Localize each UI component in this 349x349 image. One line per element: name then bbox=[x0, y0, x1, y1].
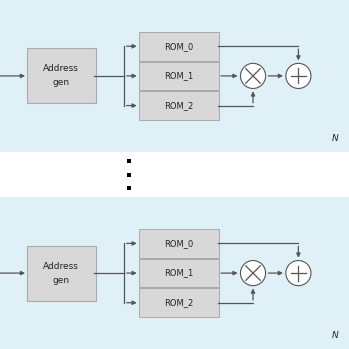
FancyBboxPatch shape bbox=[139, 229, 219, 258]
FancyBboxPatch shape bbox=[27, 246, 96, 300]
Bar bbox=[0, 0, 349, 152]
Text: ROM_0: ROM_0 bbox=[164, 42, 193, 51]
Text: ROM_1: ROM_1 bbox=[164, 269, 193, 277]
Text: gen: gen bbox=[52, 276, 70, 284]
FancyBboxPatch shape bbox=[139, 62, 219, 90]
FancyBboxPatch shape bbox=[139, 259, 219, 288]
Text: Address: Address bbox=[43, 65, 79, 73]
Text: ROM_2: ROM_2 bbox=[164, 101, 193, 110]
FancyBboxPatch shape bbox=[139, 32, 219, 61]
FancyBboxPatch shape bbox=[139, 288, 219, 317]
Circle shape bbox=[286, 260, 311, 285]
Text: ROM_0: ROM_0 bbox=[164, 239, 193, 248]
Text: ROM_1: ROM_1 bbox=[164, 72, 193, 80]
FancyBboxPatch shape bbox=[139, 91, 219, 120]
Circle shape bbox=[240, 260, 266, 285]
Text: ROM_2: ROM_2 bbox=[164, 298, 193, 307]
Text: N: N bbox=[332, 331, 339, 340]
FancyBboxPatch shape bbox=[27, 49, 96, 103]
Circle shape bbox=[286, 63, 311, 89]
Text: N: N bbox=[332, 134, 339, 143]
Bar bbox=[0, 197, 349, 349]
Text: gen: gen bbox=[52, 79, 70, 87]
Circle shape bbox=[240, 63, 266, 89]
Text: Address: Address bbox=[43, 262, 79, 270]
